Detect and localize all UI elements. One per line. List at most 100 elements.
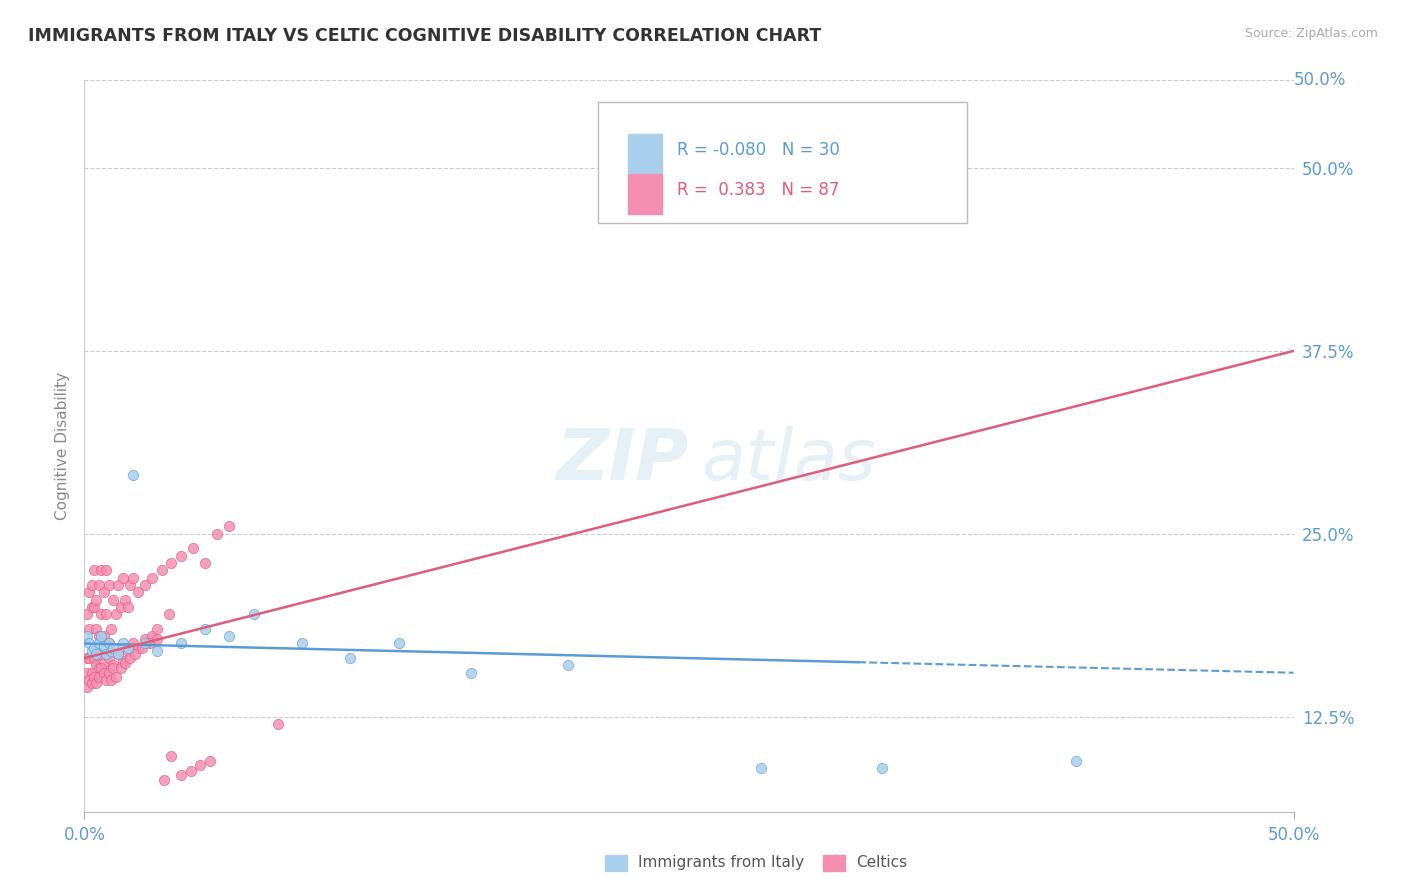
Point [94, 647, 117, 661]
Point [107, 647, 129, 661]
Point [110, 661, 132, 675]
Point [100, 644, 122, 658]
Point [103, 658, 125, 673]
Point [170, 549, 193, 563]
Point [194, 622, 217, 636]
Point [76, 681, 98, 695]
Point [1064, 754, 1087, 768]
Point [242, 607, 264, 622]
Point [103, 640, 125, 655]
Point [97, 636, 120, 650]
Text: Source: ZipAtlas.com: Source: ZipAtlas.com [1244, 27, 1378, 40]
Point [90, 607, 112, 622]
Point [87, 670, 110, 684]
Point [80, 644, 103, 658]
Point [267, 717, 290, 731]
Point [170, 768, 193, 782]
Point [86, 676, 108, 690]
Point [291, 636, 314, 650]
Point [77, 585, 100, 599]
Point [83, 670, 105, 684]
Point [160, 556, 183, 570]
Point [460, 665, 482, 680]
Bar [628, 174, 662, 214]
Point [121, 571, 143, 585]
Point [146, 644, 169, 658]
Point [180, 764, 202, 778]
Point [160, 749, 183, 764]
Point [117, 644, 139, 658]
Point [339, 651, 361, 665]
Text: R =  0.383   N = 87: R = 0.383 N = 87 [676, 181, 839, 199]
Point [100, 622, 122, 636]
Point [103, 592, 125, 607]
Point [80, 676, 103, 690]
Point [94, 665, 117, 679]
Point [121, 468, 143, 483]
Point [86, 622, 108, 636]
Point [157, 607, 180, 622]
Point [80, 578, 103, 592]
Point [86, 647, 108, 661]
Point [94, 607, 117, 622]
Text: ZIP: ZIP [557, 426, 689, 495]
Bar [628, 134, 662, 174]
Point [181, 541, 204, 556]
Point [112, 654, 135, 668]
Point [207, 526, 229, 541]
Point [120, 578, 142, 592]
Point [100, 673, 122, 687]
Point [141, 629, 163, 643]
Point [138, 636, 160, 650]
Point [87, 629, 110, 643]
Point [77, 622, 100, 636]
Point [93, 656, 115, 670]
Point [90, 563, 112, 577]
Point [97, 651, 120, 665]
Text: 50.0%: 50.0% [1294, 71, 1346, 89]
Point [121, 636, 143, 650]
Point [83, 651, 105, 665]
Point [86, 592, 108, 607]
Point [90, 629, 112, 643]
Point [83, 640, 105, 655]
Point [134, 632, 156, 646]
Point [97, 665, 120, 680]
Text: Immigrants from Italy: Immigrants from Italy [638, 855, 804, 870]
Point [141, 571, 163, 585]
Point [107, 578, 129, 592]
Point [557, 658, 579, 673]
Point [76, 629, 98, 643]
Point [77, 651, 100, 665]
Point [194, 556, 217, 570]
Point [83, 599, 105, 614]
Point [87, 661, 110, 675]
Point [80, 599, 103, 614]
Point [103, 661, 125, 675]
Point [114, 592, 136, 607]
Point [104, 670, 127, 684]
Point [93, 665, 115, 680]
Point [83, 563, 105, 577]
Point [170, 636, 193, 650]
Point [94, 673, 117, 687]
Text: Celtics: Celtics [856, 855, 907, 870]
Point [112, 571, 135, 585]
Y-axis label: Cognitive Disability: Cognitive Disability [55, 372, 70, 520]
Point [131, 640, 153, 655]
Point [127, 585, 149, 599]
Point [190, 758, 212, 772]
Point [117, 599, 139, 614]
Point [872, 761, 894, 775]
Point [153, 772, 176, 787]
Point [94, 563, 117, 577]
Point [218, 629, 240, 643]
Point [117, 640, 139, 655]
Point [127, 640, 149, 655]
Point [87, 578, 110, 592]
Point [90, 661, 112, 675]
Point [86, 658, 108, 673]
Point [751, 761, 773, 775]
Point [112, 636, 135, 650]
Point [90, 647, 112, 661]
